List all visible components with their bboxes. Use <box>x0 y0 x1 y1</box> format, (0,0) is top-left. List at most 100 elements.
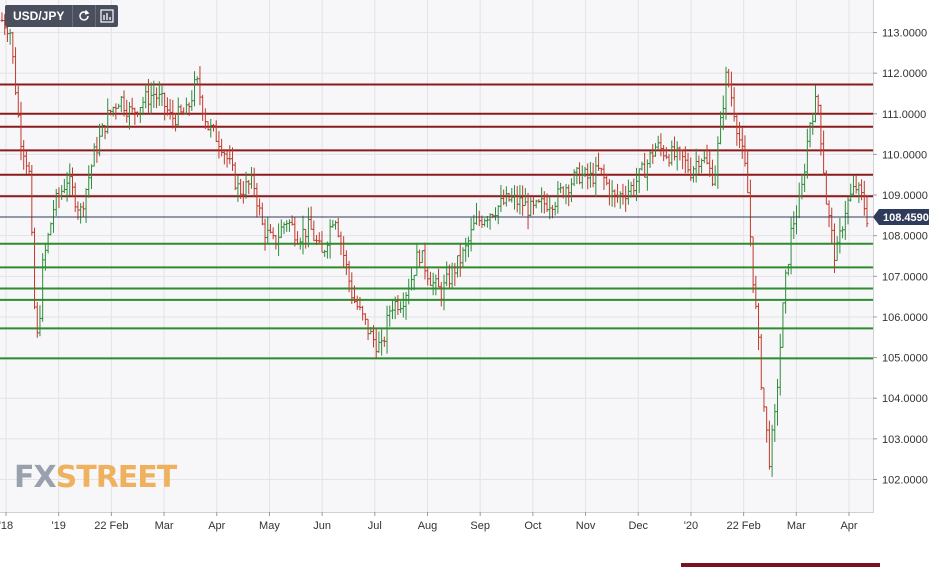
ohlc-bar <box>827 200 831 228</box>
ohlc-bar <box>794 205 798 235</box>
ohlc-bar <box>306 207 310 248</box>
ohlc-bar <box>512 185 516 210</box>
ohlc-bar <box>466 236 470 258</box>
ohlc-bar <box>811 113 815 135</box>
chart-toolbar: USD/JPY <box>5 5 119 27</box>
ohlc-bar <box>437 268 441 288</box>
grid-layer <box>0 0 873 512</box>
ohlc-bar <box>342 236 346 269</box>
ohlc-bar <box>11 31 15 64</box>
ohlc-bar <box>613 189 617 208</box>
ohlc-bar <box>803 163 807 192</box>
ohlc-bar <box>81 201 85 218</box>
last-price-tag <box>873 209 929 226</box>
refresh-icon[interactable] <box>72 5 95 27</box>
ohlc-bar <box>862 180 866 216</box>
ohlc-bar <box>816 94 820 114</box>
ohlc-bar <box>344 250 348 275</box>
ohlc-bar <box>133 107 137 125</box>
ohlc-bar <box>458 243 462 277</box>
ohlc-bar <box>488 213 492 230</box>
ohlc-bar <box>841 226 845 239</box>
y-tick-label: 110.0000 <box>882 149 927 161</box>
ohlc-bar <box>258 198 262 216</box>
ohlc-bar <box>247 179 251 195</box>
ohlc-bar <box>857 182 861 204</box>
ohlc-bar <box>285 220 289 232</box>
symbol-label[interactable]: USD/JPY <box>13 9 65 23</box>
y-tick-label: 108.0000 <box>882 231 928 243</box>
ohlc-bar <box>149 82 153 114</box>
ohlc-bar <box>746 149 750 194</box>
ohlc-bar <box>797 182 801 219</box>
y-tick-label: 109.0000 <box>882 190 928 202</box>
ohlc-bar <box>502 189 506 206</box>
ohlc-bar <box>710 159 714 187</box>
ohlc-bar <box>301 215 305 255</box>
ohlc-bar <box>174 113 178 132</box>
ohlc-bar <box>602 164 606 190</box>
ohlc-bar <box>537 199 541 204</box>
ohlc-bar <box>556 181 560 214</box>
ohlc-bar <box>79 203 83 224</box>
x-tick-label: Jul <box>368 520 382 532</box>
ohlc-bar <box>494 207 498 221</box>
ohlc-bar <box>767 420 771 470</box>
ohlc-bar <box>702 150 706 164</box>
ohlc-bar <box>380 329 384 356</box>
ohlc-bar <box>0 12 4 23</box>
ohlc-bar <box>117 103 121 109</box>
ohlc-bar <box>122 90 126 117</box>
ohlc-bar <box>526 192 530 230</box>
ohlc-bar <box>100 123 104 137</box>
ohlc-bar <box>559 182 563 194</box>
ohlc-bar <box>220 138 224 157</box>
ohlc-bar <box>832 223 836 274</box>
ohlc-bar <box>721 95 725 130</box>
ohlc-bar <box>719 111 723 145</box>
ohlc-bar <box>52 199 56 233</box>
ohlc-bar <box>361 305 365 321</box>
ohlc-bar <box>445 261 449 287</box>
x-tick-label: '19 <box>52 520 66 532</box>
ohlc-bar <box>439 282 443 307</box>
ohlc-bar <box>277 223 281 257</box>
ohlc-bar <box>390 298 394 320</box>
ohlc-bar <box>656 135 660 151</box>
ohlc-bar <box>38 305 42 337</box>
ohlc-bar <box>778 333 782 396</box>
ohlc-bar <box>662 145 666 162</box>
ohlc-bar <box>176 97 180 127</box>
x-tick-label: Dec <box>628 520 648 532</box>
ohlc-bar <box>618 191 622 209</box>
chart-indicators-icon[interactable] <box>95 5 118 27</box>
x-tick-label: '18 <box>0 520 13 532</box>
ohlc-bar <box>60 185 64 200</box>
ohlc-bar <box>233 162 237 191</box>
ohlc-bar <box>114 103 118 120</box>
fxstreet-logo: FXSTREET <box>14 460 177 495</box>
ohlc-bar <box>24 150 28 174</box>
x-tick-label: Jun <box>313 520 331 532</box>
ohlc-bar <box>599 167 603 175</box>
ohlc-bar <box>382 336 386 347</box>
ohlc-bar <box>263 218 267 251</box>
ohlc-bar <box>751 236 755 294</box>
ohlc-bar <box>195 76 199 85</box>
ohlc-bar <box>323 249 327 257</box>
ohlc-bar <box>363 313 367 325</box>
ohlc-bar <box>331 219 335 228</box>
ohlc-bar <box>640 161 644 171</box>
ohlc-bar <box>830 207 834 245</box>
ohlc-bar <box>529 197 533 217</box>
y-tick-label: 102.0000 <box>882 474 928 486</box>
ohlc-bar <box>336 217 340 238</box>
ohlc-bar <box>266 217 270 244</box>
ohlc-bar <box>865 195 869 228</box>
ohlc-bar <box>193 71 197 107</box>
ohlc-bar <box>287 219 291 232</box>
ohlc-bar <box>309 206 313 230</box>
ohlc-bar <box>564 183 568 205</box>
ohlc-bar <box>65 172 69 202</box>
